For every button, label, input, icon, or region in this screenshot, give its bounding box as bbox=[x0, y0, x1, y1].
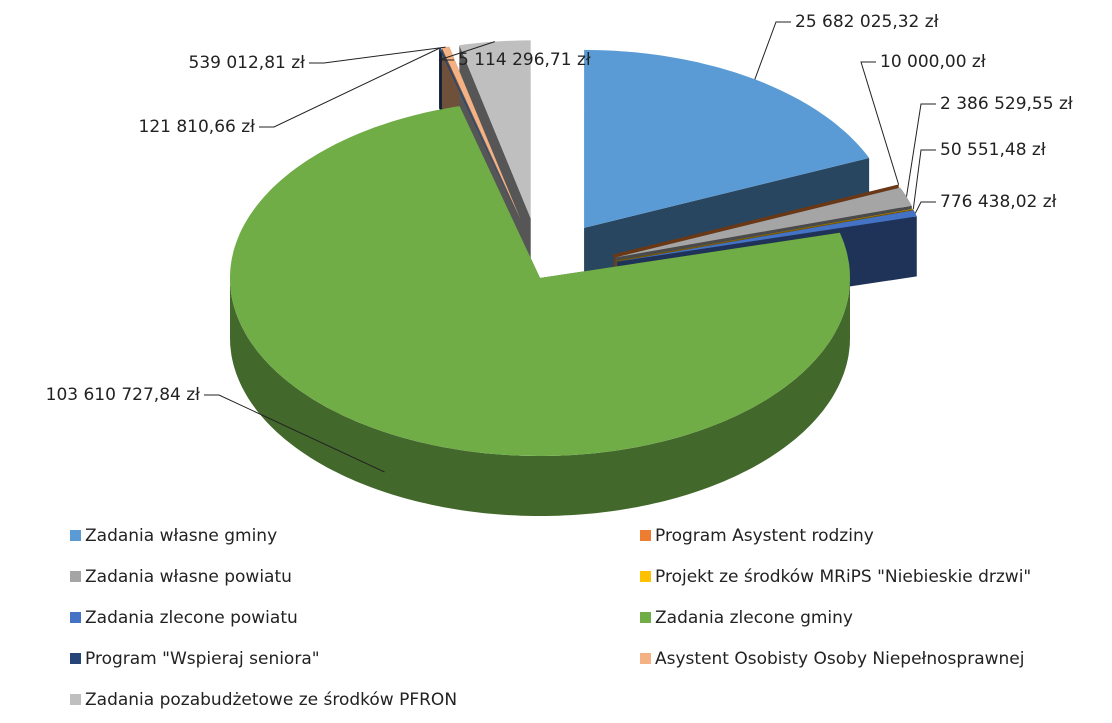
data-label: 103 610 727,84 zł bbox=[46, 385, 201, 405]
leader-line bbox=[906, 103, 936, 197]
legend-swatch bbox=[640, 612, 651, 623]
slice bbox=[615, 187, 912, 258]
slice bbox=[584, 49, 870, 228]
leader-line bbox=[309, 46, 446, 64]
leader-line bbox=[259, 47, 441, 128]
legend-swatch bbox=[70, 653, 81, 664]
legend-swatch bbox=[640, 653, 651, 664]
leader-line bbox=[914, 201, 936, 214]
data-label: 25 682 025,32 zł bbox=[795, 12, 939, 32]
legend-swatch bbox=[70, 612, 81, 623]
data-label: 50 551,48 zł bbox=[940, 140, 1046, 160]
slice bbox=[459, 40, 531, 219]
data-label: 5 114 296,71 zł bbox=[458, 50, 591, 70]
leader-line bbox=[912, 149, 936, 210]
legend-swatch bbox=[640, 571, 651, 582]
data-label: 121 810,66 zł bbox=[139, 117, 256, 137]
data-label: 776 438,02 zł bbox=[940, 192, 1057, 212]
legend-label: Asystent Osobisty Osoby Niepełnosprawnej bbox=[655, 649, 1024, 669]
slice bbox=[230, 106, 850, 456]
legend-label: Program "Wspieraj seniora" bbox=[85, 649, 320, 669]
legend-swatch bbox=[70, 571, 81, 582]
legend-label: Zadania własne gminy bbox=[85, 526, 277, 546]
legend-label: Projekt ze środków MRiPS "Niebieskie drz… bbox=[655, 567, 1031, 587]
slice bbox=[616, 208, 914, 261]
legend-label: Zadania zlecone gminy bbox=[655, 608, 853, 628]
legend-swatch bbox=[70, 694, 81, 705]
data-label: 10 000,00 zł bbox=[880, 52, 986, 72]
leader-line bbox=[754, 21, 791, 80]
slice bbox=[616, 210, 917, 262]
leader-line bbox=[204, 394, 385, 473]
leader-line bbox=[860, 61, 900, 185]
legend-swatch bbox=[640, 530, 651, 541]
legend-label: Zadania własne powiatu bbox=[85, 567, 292, 587]
slice-wall bbox=[230, 278, 850, 516]
leader-line bbox=[438, 41, 495, 61]
legend-label: Program Asystent rodziny bbox=[655, 526, 874, 546]
slice bbox=[613, 184, 899, 255]
legend-label: Zadania zlecone powiatu bbox=[85, 608, 298, 628]
slice bbox=[441, 46, 521, 220]
slice bbox=[439, 47, 520, 221]
legend-label: Zadania pozabudżetowe ze środków PFRON bbox=[85, 690, 457, 710]
data-label: 539 012,81 zł bbox=[189, 53, 306, 73]
legend-swatch bbox=[70, 530, 81, 541]
data-label: 2 386 529,55 zł bbox=[940, 94, 1073, 114]
